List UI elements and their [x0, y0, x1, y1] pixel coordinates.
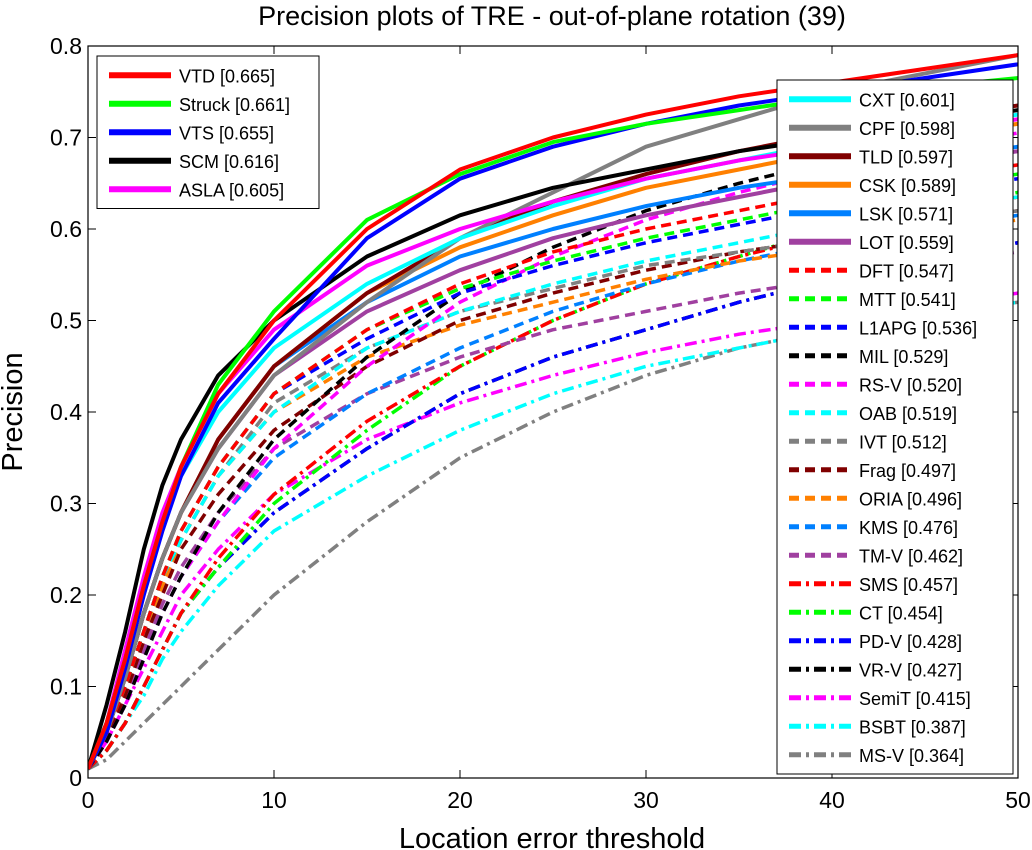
legend-label-bsbt-0-387: BSBT [0.387]	[859, 717, 966, 737]
legend-label-kms-0-476: KMS [0.476]	[859, 518, 958, 538]
legends: VTD [0.665] Struck [0.661] VTS [0.655] SCM …	[96, 55, 1014, 775]
chart-title: Precision plots of TRE - out-of-plane ro…	[258, 1, 846, 31]
legend-label-ct-0-454: CT [0.454]	[859, 603, 943, 623]
legend-label-dft-0-547: DFT [0.547]	[859, 261, 954, 281]
legend-label-lot-0-559: LOT [0.559]	[859, 233, 954, 253]
y-tick-label: 0.8	[50, 33, 82, 59]
y-tick-label: 0.3	[50, 491, 82, 517]
legend-label-vtd-0-665: VTD [0.665]	[179, 66, 275, 86]
legend-label-vts-0-655: VTS [0.655]	[179, 123, 274, 143]
y-tick-label: 0.4	[50, 399, 82, 425]
x-tick-label: 50	[1005, 787, 1031, 813]
legend-label-ms-v-0-364: MS-V [0.364]	[859, 746, 964, 766]
legend-label-tld-0-597: TLD [0.597]	[859, 147, 953, 167]
legend-label-frag-0-497: Frag [0.497]	[859, 461, 956, 481]
x-tick-label: 0	[82, 787, 95, 813]
series-line-dft-0-547	[88, 163, 1018, 770]
y-tick-label: 0.2	[50, 582, 82, 608]
legend-label-pd-v-0-428: PD-V [0.428]	[859, 632, 962, 652]
y-axis-label: Precision	[0, 352, 29, 471]
y-tick-label: 0.1	[50, 674, 82, 700]
legend-label-scm-0-616: SCM [0.616]	[179, 152, 279, 172]
legend-label-oria-0-496: ORIA [0.496]	[859, 489, 962, 509]
legend-label-struck-0-661: Struck [0.661]	[179, 95, 290, 115]
legend-label-asla-0-605: ASLA [0.605]	[179, 180, 284, 200]
legend-label-mil-0-529: MIL [0.529]	[859, 347, 948, 367]
legend-label-rs-v-0-520: RS-V [0.520]	[859, 375, 962, 395]
legend-label-ivt-0-512: IVT [0.512]	[859, 432, 947, 452]
legend-label-lsk-0-571: LSK [0.571]	[859, 204, 953, 224]
legend-label-l1apg-0-536: L1APG [0.536]	[859, 318, 977, 338]
x-axis-label: Location error threshold	[399, 823, 705, 850]
legend-label-mtt-0-541: MTT [0.541]	[859, 290, 956, 310]
x-tick-label: 10	[261, 787, 287, 813]
legend-label-sms-0-457: SMS [0.457]	[859, 575, 958, 595]
legend-label-cpf-0-598: CPF [0.598]	[859, 119, 955, 139]
y-tick-label: 0	[69, 765, 82, 791]
legend-label-oab-0-519: OAB [0.519]	[859, 404, 957, 424]
y-tick-label: 0.7	[50, 125, 82, 151]
x-tick-label: 30	[633, 787, 659, 813]
legend-box-2	[776, 79, 1014, 775]
legend-label-csk-0-589: CSK [0.589]	[859, 176, 956, 196]
legend-label-cxt-0-601: CXT [0.601]	[859, 90, 955, 110]
x-tick-label: 40	[819, 787, 845, 813]
legend-label-vr-v-0-427: VR-V [0.427]	[859, 660, 962, 680]
axis-ticks: 0 10 20 30 40 50 0 0.1 0.2 0.3 0.4 0.5 0.6 0.7 0.8	[50, 33, 1031, 813]
legend-label-tm-v-0-462: TM-V [0.462]	[859, 546, 963, 566]
legend-label-semit-0-415: SemiT [0.415]	[859, 689, 971, 709]
x-tick-label: 20	[447, 787, 473, 813]
y-tick-label: 0.5	[50, 308, 82, 334]
y-tick-label: 0.6	[50, 216, 82, 242]
